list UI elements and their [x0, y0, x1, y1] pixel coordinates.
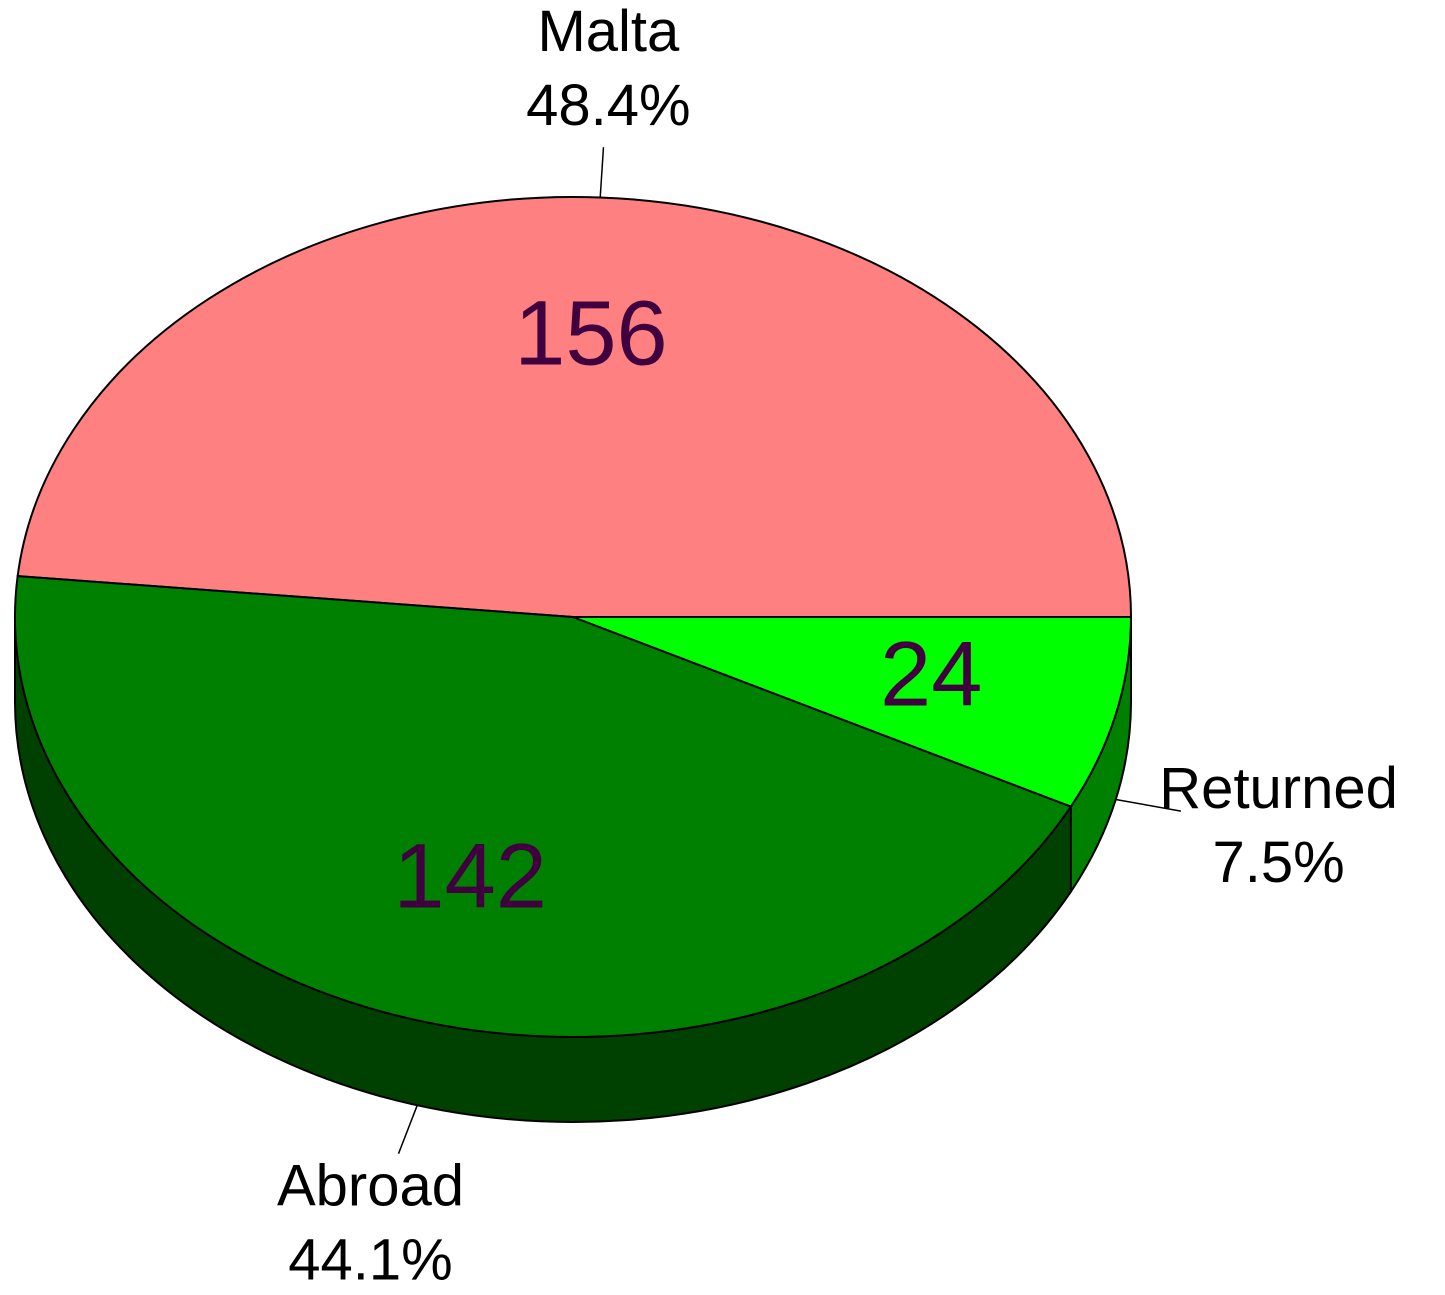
category-label: Returned [1159, 756, 1398, 821]
percent-label: 48.4% [526, 73, 690, 138]
leader-line [1115, 798, 1182, 812]
leader-line [397, 1105, 418, 1154]
slice [16, 196, 1133, 618]
value-label: 142 [393, 825, 547, 927]
percent-label: 44.1% [288, 1228, 452, 1293]
slice [572, 616, 1133, 808]
slice [14, 575, 1073, 1038]
category-label: Abroad [277, 1154, 464, 1219]
value-label: 156 [514, 282, 668, 384]
percent-label: 7.5% [1213, 830, 1345, 895]
category-label: Malta [537, 0, 680, 64]
leader-line [599, 147, 605, 198]
value-label: 24 [880, 624, 982, 726]
